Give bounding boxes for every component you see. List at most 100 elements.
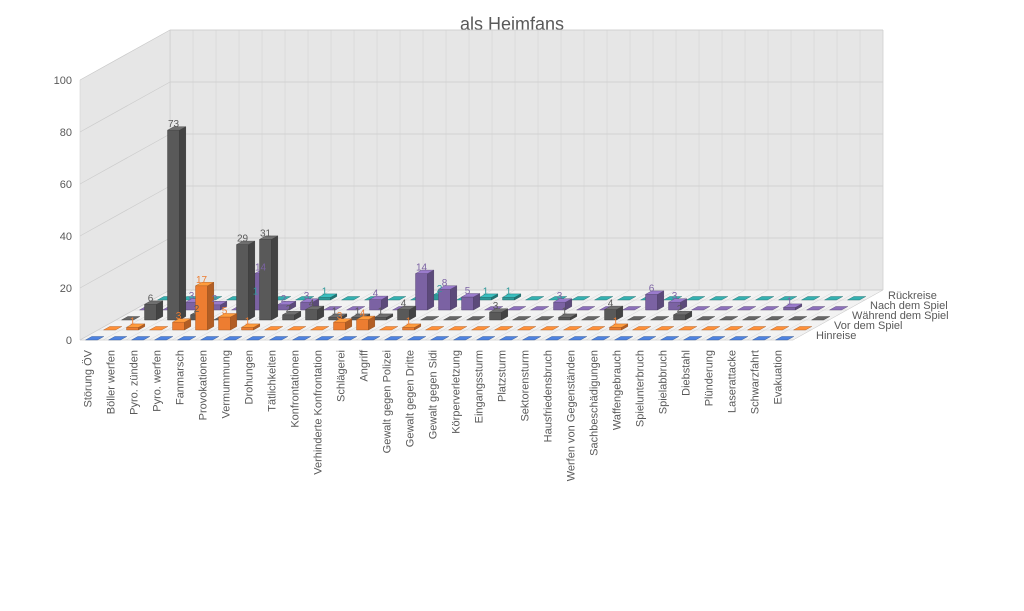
category-label: Pyro. zünden — [129, 350, 141, 415]
category-label: Drohungen — [244, 350, 256, 404]
value-label: 2 — [194, 304, 200, 315]
category-label: Konfrontationen — [290, 350, 302, 428]
value-label: 1 — [253, 286, 259, 297]
y-tick-label: 20 — [60, 283, 72, 295]
value-label: 4 — [360, 309, 366, 320]
bar-front — [173, 322, 185, 330]
category-label: Platzsturm — [497, 350, 509, 402]
value-label: 14 — [416, 263, 428, 274]
category-label: Verhinderte Konfrontation — [313, 350, 325, 475]
value-label: 2 — [212, 294, 218, 305]
value-label: 5 — [222, 306, 228, 317]
value-label: 3 — [176, 311, 182, 322]
value-label: 8 — [442, 278, 448, 289]
y-tick-label: 40 — [60, 231, 72, 243]
left-wall — [80, 30, 170, 340]
bar-side — [451, 286, 457, 310]
bar-front — [237, 245, 249, 320]
bar-front — [646, 294, 658, 310]
bar-front — [559, 317, 571, 320]
value-label: 4 — [373, 289, 379, 300]
bar-front — [127, 327, 139, 330]
bar-front — [403, 327, 415, 330]
bar-side — [249, 241, 255, 320]
bar-front — [375, 317, 387, 320]
bar-front — [334, 322, 346, 330]
bar-front — [306, 310, 318, 320]
bar-front — [319, 297, 331, 300]
value-label: 14 — [255, 263, 267, 274]
value-label: 4 — [309, 299, 315, 310]
value-label: 3 — [493, 301, 499, 312]
category-label: Eingangssturm — [474, 350, 486, 423]
bar-front — [283, 315, 295, 320]
category-label: Diebstahl — [681, 350, 693, 396]
bar-side — [272, 236, 278, 320]
category-label: Sektorensturm — [520, 350, 532, 422]
category-label: Vermummung — [221, 350, 233, 418]
value-label: 29 — [237, 234, 249, 245]
category-label: Spielabbruch — [658, 350, 670, 414]
value-label: 3 — [189, 291, 195, 302]
value-label: 5 — [465, 286, 471, 297]
value-label: 73 — [168, 119, 180, 130]
y-tick-label: 100 — [54, 75, 72, 87]
y-tick-label: 80 — [60, 127, 72, 139]
bar-front — [416, 274, 428, 310]
category-label: Provokationen — [198, 350, 210, 420]
value-label: 1 — [483, 286, 489, 297]
value-label: 17 — [196, 275, 208, 286]
value-label: 6 — [148, 293, 154, 304]
bar-front — [480, 297, 492, 300]
category-label: Gewalt gegen Dritte — [405, 350, 417, 447]
category-label: Angriff — [359, 349, 371, 382]
chart-container: als Heimfans 020406080100HinreiseVor dem… — [0, 0, 1024, 611]
bar-front — [784, 307, 796, 310]
category-label: Böller werfen — [106, 350, 118, 414]
category-label: Schwarzfahrt — [750, 350, 762, 414]
bar-front — [357, 320, 369, 330]
value-label: 3 — [672, 291, 678, 302]
category-label: Gewalt gegen Sidi — [428, 350, 440, 439]
bar-front — [168, 130, 180, 320]
bar-front — [145, 304, 157, 320]
category-label: Schlägerei — [336, 350, 348, 402]
bar-front — [674, 315, 686, 320]
value-label: 6 — [649, 283, 655, 294]
bar-front — [503, 297, 515, 300]
value-label: 1 — [787, 296, 793, 307]
bar-front — [260, 239, 272, 320]
value-label: 4 — [401, 299, 407, 310]
bar-front — [462, 297, 474, 310]
bar-front — [242, 327, 254, 330]
value-label: 2 — [286, 304, 292, 315]
category-label: Spielunterbruch — [635, 350, 647, 427]
category-label: Waffengebrauch — [612, 350, 624, 430]
category-label: Sachbeschädigungen — [589, 350, 601, 456]
y-tick-label: 0 — [66, 335, 72, 347]
value-label: 2 — [677, 304, 683, 315]
category-label: Fanmarsch — [175, 350, 187, 405]
category-label: Hausfriedensbruch — [543, 350, 555, 442]
category-label: Plünderung — [704, 350, 716, 406]
value-label: 1 — [130, 316, 136, 327]
category-label: Laserattacke — [727, 350, 739, 413]
category-label: Körperverletzung — [451, 350, 463, 434]
value-label: 1 — [322, 286, 328, 297]
bar-front — [219, 317, 231, 330]
value-label: 1 — [613, 316, 619, 327]
bar-front — [490, 312, 502, 320]
bar-side — [208, 282, 214, 330]
value-label: 1 — [406, 316, 412, 327]
category-label: Evakuation — [773, 350, 785, 404]
bar-front — [610, 327, 622, 330]
value-label: 4 — [608, 299, 614, 310]
bar-side — [428, 270, 434, 310]
y-tick-label: 60 — [60, 179, 72, 191]
series-label: Rückreise — [888, 290, 937, 302]
value-label: 31 — [260, 228, 272, 239]
category-label: Störung ÖV — [83, 349, 95, 407]
category-label: Gewalt gegen Polizei — [382, 350, 394, 453]
value-label: 3 — [557, 291, 563, 302]
chart-svg: 020406080100HinreiseVor dem SpielWährend… — [0, 0, 1024, 611]
